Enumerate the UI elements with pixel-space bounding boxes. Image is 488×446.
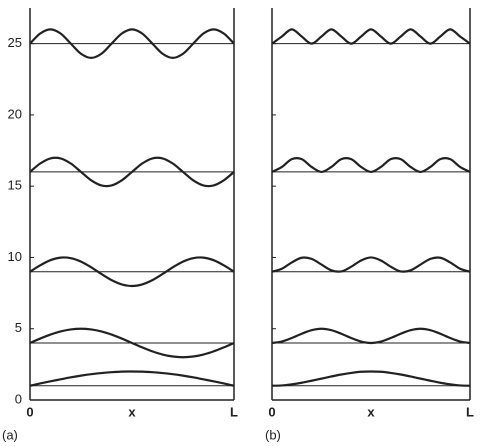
x-tick-label: 0 — [26, 404, 33, 419]
panel-label: (b) — [265, 427, 281, 442]
wave-curve — [271, 327, 471, 345]
wave-curve — [271, 370, 471, 387]
y-tick-label: 5 — [15, 320, 22, 335]
wave-curve — [271, 157, 471, 174]
wave-curve — [271, 28, 471, 45]
y-tick-label: 15 — [8, 178, 22, 193]
wave-curve — [29, 156, 235, 188]
y-tick-label: 25 — [8, 35, 22, 50]
wave-curve — [29, 327, 235, 359]
y-tick-label: 20 — [8, 106, 22, 121]
x-tick-label: L — [230, 404, 238, 419]
x-axis-label: x — [128, 404, 136, 419]
wave-curve — [29, 28, 235, 59]
y-tick-label: 0 — [15, 391, 22, 406]
wave-curve — [29, 370, 235, 387]
x-axis-label: x — [367, 404, 375, 419]
x-tick-label: L — [466, 404, 474, 419]
wave-curve — [29, 256, 235, 288]
wave-curve — [271, 256, 471, 273]
y-tick-label: 10 — [8, 249, 22, 264]
panel-label: (a) — [2, 427, 18, 442]
x-tick-label: 0 — [268, 404, 275, 419]
